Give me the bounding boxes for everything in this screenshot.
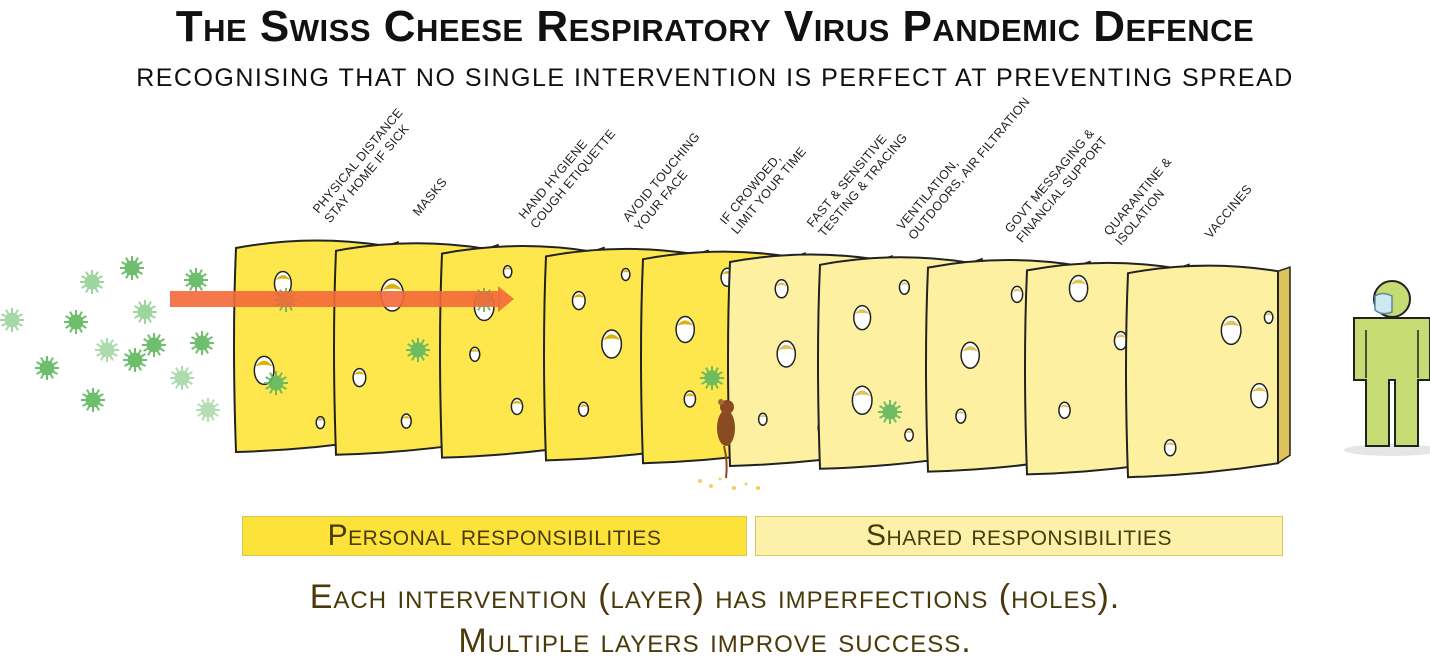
cheese-hole: [1263, 310, 1274, 325]
mouse-icon: [698, 399, 760, 490]
cheese-hole: [776, 340, 797, 368]
layer-label: Hand hygienecough etiquette: [516, 117, 618, 231]
layer-label: Vaccines: [1202, 182, 1255, 241]
virus-icon: [133, 300, 157, 324]
virus-icon: [64, 310, 88, 334]
virus-icon: [95, 338, 119, 362]
virus-icon: [35, 356, 59, 380]
virus-icon: [264, 371, 288, 395]
virus-icon: [878, 400, 902, 424]
page-subtitle: Recognising that no single intervention …: [136, 64, 1294, 92]
mask-icon: [1374, 292, 1393, 315]
virus-icon: [120, 256, 144, 280]
caption-line-1: Each intervention (layer) has imperfecti…: [309, 578, 1121, 616]
virus-icon: [184, 268, 208, 292]
layer-label: Quarantine &isolation: [1101, 154, 1186, 248]
layer-label: Govt messaging &financial support: [1002, 124, 1110, 245]
personal-responsibilities-band: Personal responsibilities: [242, 516, 747, 556]
virus-icon: [170, 366, 194, 390]
layer-label: If crowded,limit your time: [717, 135, 809, 237]
layer-labels: Physical distancestay home if sickMasks H…: [310, 95, 1255, 248]
virus-icon: [700, 366, 724, 390]
virus-icon: [406, 338, 430, 362]
caption-line-2: Multiple layers improve success.: [458, 622, 972, 660]
virus-icon: [80, 270, 104, 294]
page-title: The Swiss Cheese Respiratory Virus Pande…: [175, 2, 1255, 51]
virus-icon: [81, 388, 105, 412]
cheese-layers: [233, 239, 1291, 479]
layer-label: Physical distancestay home if sick: [310, 106, 417, 226]
virus-icon: [196, 398, 220, 422]
shared-responsibilities-band: Shared responsibilities: [755, 516, 1283, 556]
arrow-icon: [170, 286, 514, 312]
cheese-hole: [853, 304, 872, 331]
virus-icon: [142, 333, 166, 357]
layer-label: Avoid touchingyour face: [620, 130, 714, 234]
virus-icon: [0, 308, 24, 332]
virus-icon: [190, 331, 214, 355]
cheese-hole: [1058, 401, 1071, 419]
cheese-layer: [1125, 264, 1291, 479]
virus-icon: [123, 348, 147, 372]
layer-label: Masks: [410, 175, 450, 219]
layer-label: Fast & sensitivetesting & tracing: [804, 121, 910, 240]
cheese-hole: [757, 412, 768, 426]
